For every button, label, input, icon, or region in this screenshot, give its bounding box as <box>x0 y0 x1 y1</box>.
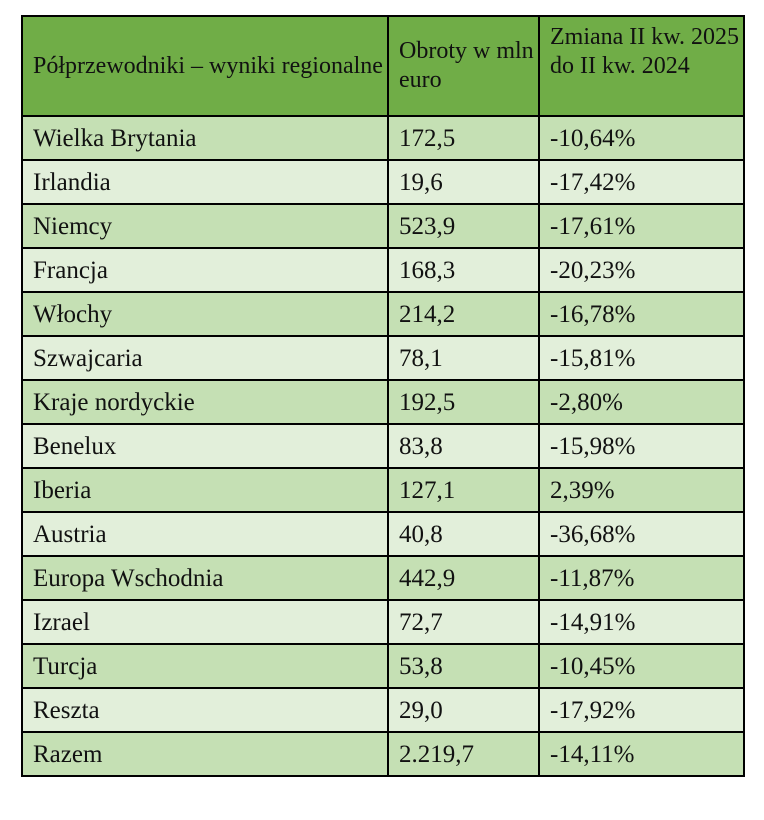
table-row: Razem 2.219,7 -14,11% <box>21 731 745 777</box>
table-row: Europa Wschodnia 442,9 -11,87% <box>21 555 745 601</box>
cell-region: Austria <box>21 511 389 557</box>
table-row: Szwajcaria 78,1 -15,81% <box>21 335 745 381</box>
cell-region: Wielka Brytania <box>21 115 389 161</box>
table-body: Wielka Brytania 172,5 -10,64% Irlandia 19,6-… <box>21 115 745 777</box>
cell-turnover: 168,3 <box>387 247 540 293</box>
cell-region: Reszta <box>21 687 389 733</box>
cell-turnover: 83,8 <box>387 423 540 469</box>
regional-results-table: Półprzewodniki – wyniki regionalne Obrot… <box>21 15 745 777</box>
cell-change: -15,81% <box>538 335 745 381</box>
cell-change: -15,98% <box>538 423 745 469</box>
cell-change: -20,23% <box>538 247 745 293</box>
cell-change: -11,87% <box>538 555 745 601</box>
cell-region: Iberia <box>21 467 389 513</box>
cell-region: Razem <box>21 731 389 777</box>
table-row: Reszta 29,0 -17,92% <box>21 687 745 733</box>
table-row: Iberia 127,1 2,39% <box>21 467 745 513</box>
table-row: Wielka Brytania 172,5 -10,64% <box>21 115 745 161</box>
cell-turnover: 127,1 <box>387 467 540 513</box>
cell-change: -14,11% <box>538 731 745 777</box>
cell-turnover: 40,8 <box>387 511 540 557</box>
cell-change: -10,64% <box>538 115 745 161</box>
cell-region: Szwajcaria <box>21 335 389 381</box>
cell-turnover: 29,0 <box>387 687 540 733</box>
table-header-row: Półprzewodniki – wyniki regionalne Obrot… <box>21 15 745 117</box>
cell-change: -17,92% <box>538 687 745 733</box>
cell-turnover: 19,6 <box>387 159 540 205</box>
table-row: Austria 40,8 -36,68% <box>21 511 745 557</box>
cell-change: -2,80% <box>538 379 745 425</box>
cell-change: -10,45% <box>538 643 745 689</box>
cell-region: Turcja <box>21 643 389 689</box>
table-row: Benelux 83,8 -15,98% <box>21 423 745 469</box>
cell-turnover: 442,9 <box>387 555 540 601</box>
header-change: Zmiana II kw. 2025 do II kw. 2024 <box>538 15 745 117</box>
cell-region: Niemcy <box>21 203 389 249</box>
cell-change: -17,42% <box>538 159 745 205</box>
cell-region: Europa Wschodnia <box>21 555 389 601</box>
cell-region: Włochy <box>21 291 389 337</box>
cell-turnover: 214,2 <box>387 291 540 337</box>
cell-region: Irlandia <box>21 159 389 205</box>
table-row: Irlandia 19,6 -17,42% <box>21 159 745 205</box>
results-table-container: Półprzewodniki – wyniki regionalne Obrot… <box>21 15 745 777</box>
table-row: Francja 168,3 -20,23% <box>21 247 745 293</box>
cell-region: Benelux <box>21 423 389 469</box>
header-turnover: Obroty w mln euro <box>387 15 540 117</box>
cell-region: Kraje nordyckie <box>21 379 389 425</box>
cell-turnover: 72,7 <box>387 599 540 645</box>
cell-turnover: 2.219,7 <box>387 731 540 777</box>
header-region: Półprzewodniki – wyniki regionalne <box>21 15 389 117</box>
cell-change: -14,91% <box>538 599 745 645</box>
table-row: Włochy 214,2 -16,78% <box>21 291 745 337</box>
cell-change: -16,78% <box>538 291 745 337</box>
cell-turnover: 523,9 <box>387 203 540 249</box>
table-row: Kraje nordyckie 192,5 -2,80% <box>21 379 745 425</box>
cell-turnover: 192,5 <box>387 379 540 425</box>
cell-change: -17,61% <box>538 203 745 249</box>
cell-turnover: 53,8 <box>387 643 540 689</box>
table-row: Izrael 72,7 -14,91% <box>21 599 745 645</box>
cell-region: Izrael <box>21 599 389 645</box>
table-row: Turcja 53,8 -10,45% <box>21 643 745 689</box>
cell-region: Francja <box>21 247 389 293</box>
table-row: Niemcy 523,9 -17,61% <box>21 203 745 249</box>
cell-turnover: 172,5 <box>387 115 540 161</box>
cell-change: -36,68% <box>538 511 745 557</box>
cell-change: 2,39% <box>538 467 745 513</box>
cell-turnover: 78,1 <box>387 335 540 381</box>
